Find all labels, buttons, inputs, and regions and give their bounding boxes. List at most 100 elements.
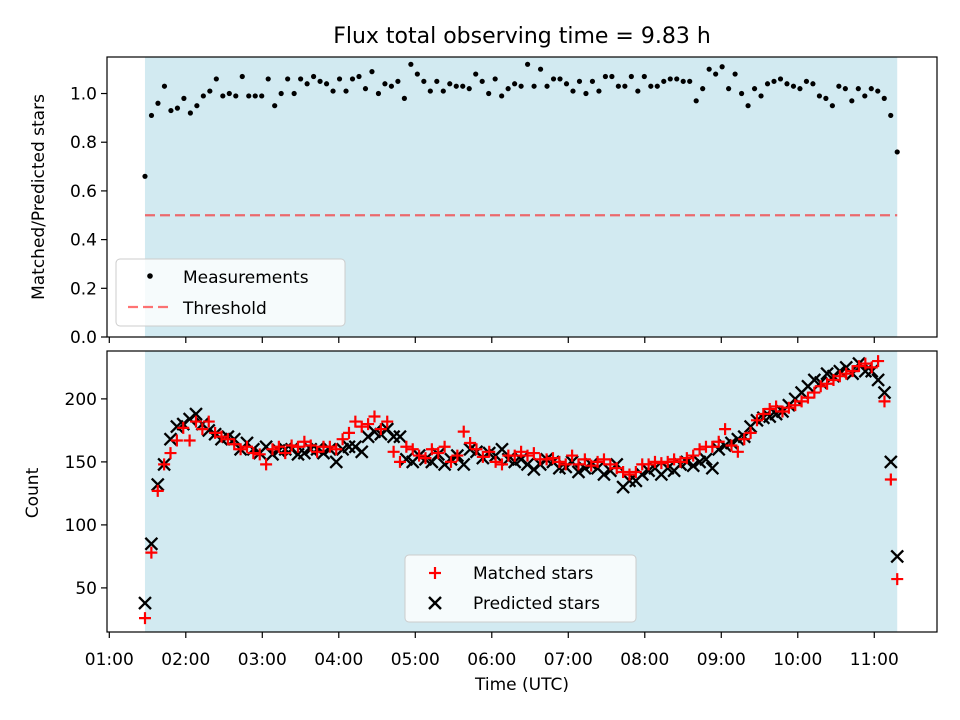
matched-star-point [189, 415, 202, 428]
measurement-point [200, 93, 206, 99]
matched-star-point [604, 458, 617, 471]
matched-star-point [298, 435, 311, 448]
measurement-point [849, 98, 855, 104]
matched-star-point [495, 458, 508, 471]
matched-star-point [464, 436, 477, 449]
legend-measurements-label: Measurements [183, 268, 309, 288]
predicted-star-point [877, 385, 892, 400]
matched-star-point [342, 426, 355, 439]
matched-star-point [425, 443, 438, 456]
matched-star-point [884, 473, 897, 486]
matched-star-point [209, 426, 222, 439]
measurement-point [408, 61, 414, 67]
matched-star-point [814, 380, 827, 393]
matched-star-point [444, 455, 457, 468]
x-tick-label: 01:00 [85, 650, 134, 670]
predicted-star-point [635, 467, 650, 482]
measurement-point [810, 81, 816, 87]
matched-star-point [597, 453, 610, 466]
measurement-point [751, 86, 758, 92]
matched-star-point [891, 573, 904, 586]
measurement-point [388, 83, 395, 89]
measurement-point [181, 95, 187, 101]
chart-title: Flux total observing time = 9.83 h [333, 24, 711, 49]
predicted-star-point [711, 442, 726, 457]
matched-star-point [381, 415, 394, 428]
measurement-point [550, 76, 557, 82]
measurements-series [142, 61, 900, 179]
predicted-star-point [686, 458, 701, 473]
predicted-star-point [890, 549, 905, 564]
predicted-star-point [329, 455, 344, 469]
predicted-star-point [571, 465, 586, 479]
measurement-point [343, 88, 349, 94]
predicted-star-point [565, 455, 579, 469]
matched-star-point [476, 450, 489, 463]
matched-star-point [349, 415, 362, 428]
matched-star-point [846, 365, 859, 378]
predicted-star-point [316, 446, 331, 460]
measurement-point [239, 73, 245, 80]
measurement-point [518, 83, 524, 89]
matched-star-point [566, 449, 579, 462]
measurement-point [726, 86, 732, 92]
matched-star-point [591, 455, 604, 468]
matched-star-point [432, 447, 445, 460]
predicted-star-point [297, 446, 312, 460]
legend-threshold-label: Threshold [182, 299, 267, 319]
matched-star-point [617, 465, 630, 478]
legend-matched-marker [429, 567, 441, 579]
measurement-point [524, 61, 531, 67]
matched-star-point [138, 612, 151, 625]
measurement-point [771, 78, 777, 84]
bottom-panel: 50 100 150 200 01:00 02:00 03:00 04:00 05:00 06:… [23, 350, 938, 695]
x-tick-label: 04:00 [314, 650, 363, 670]
y-tick-label: 0.2 [70, 279, 97, 299]
measurement-point [868, 86, 874, 92]
matched-star-point [400, 440, 413, 453]
measurement-point [661, 78, 667, 84]
measurement-point [596, 88, 602, 94]
matched-star-point [457, 425, 470, 438]
measurement-point [220, 93, 226, 99]
predicted-star-point [163, 432, 178, 447]
bottom-y-axis-ticks: 50 100 150 200 [65, 390, 107, 599]
matched-star-point [693, 443, 706, 456]
y-tick-label: 0.4 [70, 231, 97, 251]
predicted-star-point [871, 373, 885, 387]
matched-star-point [406, 443, 419, 456]
top-x-axis-ticks [108, 337, 875, 343]
matched-star-point [763, 402, 776, 415]
measurement-point [719, 64, 725, 70]
matched-star-point [795, 395, 808, 408]
measurement-point [434, 78, 440, 84]
measurement-point [285, 76, 291, 82]
y-tick-label: 50 [75, 579, 97, 599]
measurement-point [453, 83, 459, 89]
legend-predicted-label: Predicted stars [473, 594, 600, 614]
top-axes-frame [106, 56, 938, 338]
matched-star-point [508, 449, 521, 462]
matched-star-point [872, 355, 885, 368]
predicted-star-point [495, 442, 509, 457]
bottom-x-axis-ticks: 01:00 02:00 03:00 04:00 05:00 06:00 07:00 08:00… [85, 632, 899, 670]
measurement-point [713, 71, 719, 77]
matched-star-point [878, 395, 891, 408]
matched-star-point [801, 391, 814, 404]
matched-star-point [177, 421, 190, 434]
measurement-point [207, 88, 213, 94]
matched-star-point [362, 418, 375, 431]
predicted-star-point [138, 596, 152, 610]
matched-star-point [782, 401, 795, 414]
measurement-point [148, 112, 155, 119]
matched-star-point [247, 447, 260, 460]
matched-star-point [291, 440, 304, 453]
measurement-point [544, 83, 550, 89]
matched-star-point [623, 468, 636, 481]
measurement-point [505, 86, 511, 92]
measurement-point [602, 73, 609, 80]
measurement-point [784, 81, 790, 87]
matched-star-point [540, 453, 553, 466]
measurement-point [745, 103, 751, 109]
measurement-point [589, 78, 596, 84]
